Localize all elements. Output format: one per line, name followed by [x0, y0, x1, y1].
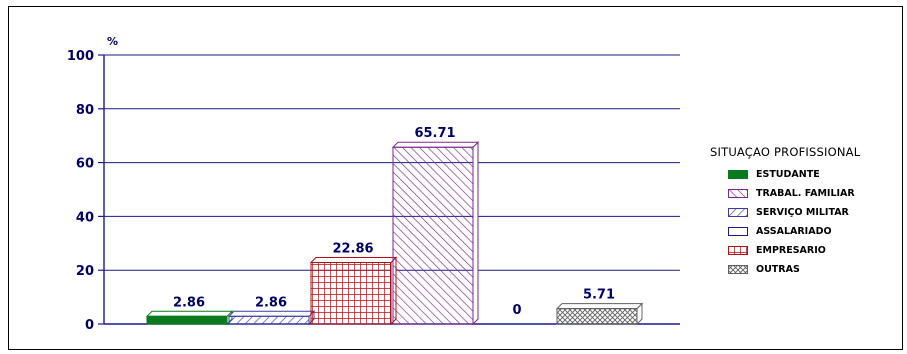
legend-swatch	[728, 170, 748, 179]
legend-swatch-shape	[728, 227, 748, 236]
bar	[392, 146, 474, 325]
legend-swatch	[728, 208, 748, 217]
legend-item: EMPRESARIO	[710, 243, 900, 262]
legend-label: EMPRESARIO	[756, 245, 826, 256]
data-labels: 2.86 2.86 22.86 65.71 0 5.71	[173, 126, 615, 318]
y-tick-label: 80	[76, 103, 94, 118]
data-label: 2.86	[173, 295, 205, 310]
legend-label: TRABAL. FAMILIAR	[756, 188, 855, 199]
bar	[310, 262, 392, 325]
legend-swatch	[728, 265, 748, 274]
legend-swatch-shape	[728, 208, 748, 217]
y-tick-label: 100	[67, 49, 94, 64]
bar	[228, 315, 310, 325]
data-label: 65.71	[414, 126, 455, 141]
legend-items: ESTUDANTE TRABAL. FAMILIAR SERVIÇO MILITAR…	[710, 167, 900, 281]
y-tick-label: 0	[85, 318, 94, 333]
bar	[146, 315, 228, 325]
legend-swatch-shape	[728, 265, 748, 274]
bars	[145, 141, 644, 326]
legend-item: ESTUDANTE	[710, 167, 900, 186]
bar-side	[472, 141, 479, 326]
legend-item: TRABAL. FAMILIAR	[710, 186, 900, 205]
legend-swatch-shape	[728, 170, 748, 179]
y-axis-label: %	[107, 35, 118, 48]
legend-item: OUTRAS	[710, 262, 900, 281]
legend-label: SERVIÇO MILITAR	[756, 207, 849, 218]
legend-swatch-shape	[728, 189, 748, 198]
legend: SITUAÇAO PROFISSIONAL ESTUDANTE TRABAL. F…	[710, 145, 900, 281]
bar-top	[555, 303, 644, 310]
bar-top	[145, 310, 234, 317]
legend-label: ASSALARIADO	[756, 226, 832, 237]
legend-swatch	[728, 246, 748, 255]
legend-swatch	[728, 227, 748, 236]
data-label: 2.86	[255, 295, 287, 310]
legend-item: ASSALARIADO	[710, 224, 900, 243]
bar-top	[309, 257, 398, 264]
bar-top	[391, 141, 480, 148]
data-label: 0	[512, 303, 521, 318]
data-label: 5.71	[583, 288, 615, 303]
legend-item: SERVIÇO MILITAR	[710, 205, 900, 224]
legend-label: ESTUDANTE	[756, 169, 820, 180]
bar-top	[227, 310, 316, 317]
y-tick-label: 40	[76, 210, 94, 225]
legend-title: SITUAÇAO PROFISSIONAL	[710, 145, 861, 159]
y-tick-label: 60	[76, 157, 94, 172]
bar	[556, 308, 638, 325]
legend-label: OUTRAS	[756, 264, 800, 275]
legend-swatch-shape	[728, 246, 748, 255]
y-tick-label: 20	[76, 264, 94, 279]
legend-swatch	[728, 189, 748, 198]
data-label: 22.86	[332, 242, 373, 257]
